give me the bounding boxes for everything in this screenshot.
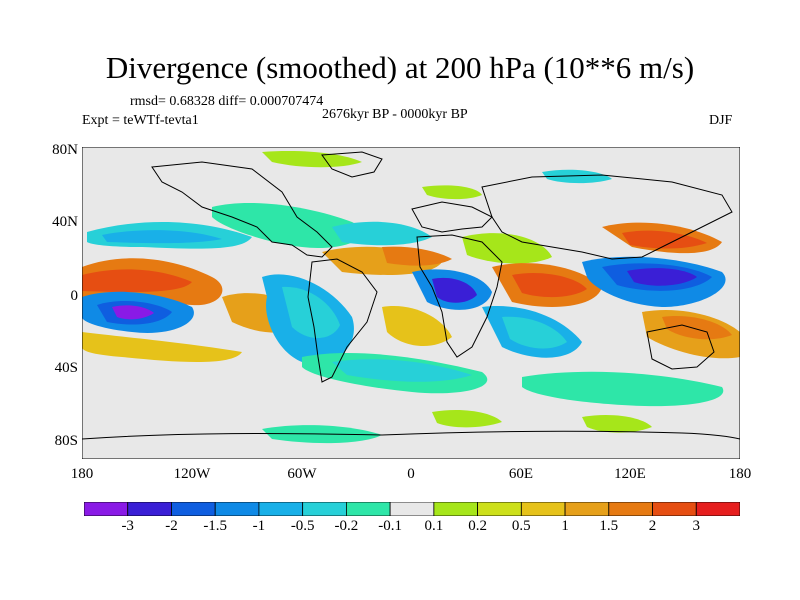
colorbar-label: 2	[648, 518, 657, 534]
antarctica-outline	[82, 430, 740, 440]
season-label: DJF	[709, 113, 733, 128]
colorbar-swatch-4	[258, 502, 304, 516]
colorbar	[84, 502, 740, 516]
lon-label-60w: 60W	[287, 466, 317, 482]
colorbar-swatch-12	[608, 502, 653, 516]
lon-label-120w: 120W	[173, 466, 211, 482]
colorbar-label: 1.5	[599, 518, 619, 534]
lon-label-180w: 180	[70, 466, 94, 482]
lon-label-180e: 180	[728, 466, 752, 482]
colorbar-label: 3	[692, 518, 701, 534]
asia-outline	[481, 174, 733, 260]
colorbar-label: 0.2	[468, 518, 487, 534]
colorbar-label: -1	[252, 518, 266, 534]
lon-label-0: 0	[407, 466, 415, 482]
colorbar-swatch-10	[520, 502, 566, 516]
colorbar-swatch-3	[214, 502, 260, 516]
lon-label-120e: 120E	[614, 466, 646, 482]
colorbar-swatch-13	[652, 502, 697, 516]
stats-text: rmsd= 0.68328 diff= 0.000707474	[130, 94, 324, 109]
south-america-outline	[307, 258, 378, 383]
colorbar-label: -0.1	[378, 518, 402, 534]
colorbar-label: -1.5	[203, 518, 228, 534]
europe-outline	[411, 201, 493, 233]
lat-label-80s: 80S	[54, 433, 78, 449]
map-title: Divergence (smoothed) at 200 hPa (10**6 …	[105, 50, 695, 85]
north-america-outline	[151, 161, 333, 258]
colorbar-label: -2	[165, 518, 178, 534]
colorbar-swatch-9	[477, 502, 522, 516]
lat-label-80n: 80N	[52, 142, 78, 158]
colorbar-label: 0.5	[511, 518, 531, 534]
colorbar-swatch-8	[433, 502, 478, 516]
colorbar-swatch-0	[84, 502, 129, 516]
lat-label-40n: 40N	[52, 214, 78, 230]
colorbar-swatch-6	[345, 502, 391, 516]
colorbar-label: 1	[561, 518, 569, 534]
colorbar-swatch-1	[127, 502, 172, 516]
colorbar-label: -0.2	[334, 518, 359, 534]
colorbar-label: -3	[121, 518, 134, 534]
lat-label-0: 0	[70, 288, 79, 304]
colorbar-swatch-5	[302, 502, 347, 516]
period-label: 2676kyr BP - 0000kyr BP	[322, 107, 468, 122]
colorbar-swatch-14	[695, 502, 740, 516]
coastlines	[82, 151, 740, 440]
greenland-outline	[321, 151, 383, 178]
colorbar-label: 0.1	[424, 518, 444, 534]
colorbar-label: -0.5	[290, 518, 315, 534]
colorbar-swatch-11	[564, 502, 610, 516]
divergence-field	[82, 151, 740, 444]
lon-label-60e: 60E	[508, 466, 534, 482]
experiment-label: Expt = teWTf-tevta1	[82, 113, 199, 128]
lat-label-40s: 40S	[54, 360, 78, 376]
divergence-map	[82, 147, 740, 459]
australia-outline	[646, 324, 715, 370]
colorbar-swatch-7	[389, 502, 435, 516]
colorbar-swatch-2	[171, 502, 216, 516]
africa-outline	[416, 234, 503, 358]
